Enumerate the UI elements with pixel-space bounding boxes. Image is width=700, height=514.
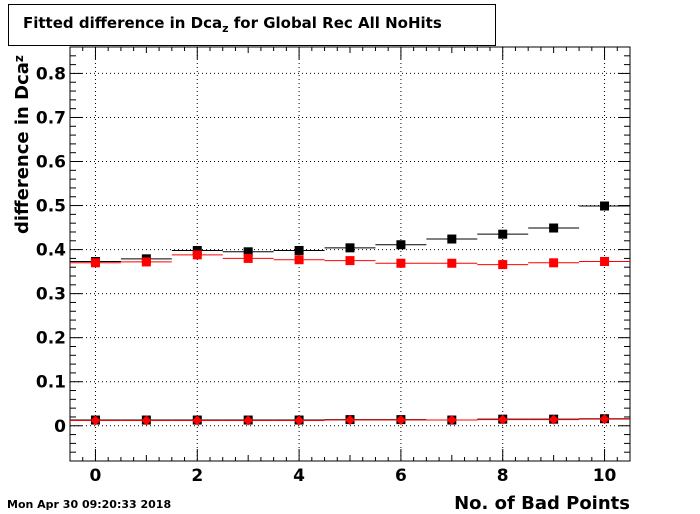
- axis-ticks: [69, 46, 631, 462]
- data-point: [396, 258, 406, 268]
- grid-lines: [70, 47, 630, 461]
- timestamp: Mon Apr 30 09:20:33 2018: [7, 498, 172, 511]
- data-point: [90, 258, 100, 268]
- x-tick-label: 4: [293, 466, 305, 486]
- data-point: [548, 414, 559, 425]
- y-tick-label: 0.4: [36, 241, 66, 261]
- y-tick-label: 0.5: [36, 197, 66, 217]
- x-tick-label: 2: [191, 466, 203, 486]
- plot-frame: [69, 46, 631, 462]
- y-axis-label-subscript: z: [12, 55, 26, 62]
- data-point: [600, 201, 610, 211]
- data-point: [141, 415, 152, 426]
- series-1: [70, 250, 630, 270]
- chart-title-subscript: z: [222, 22, 229, 35]
- x-tick-label: 8: [497, 466, 509, 486]
- y-tick-label: 0.8: [36, 64, 66, 84]
- y-tick-label: 0.3: [36, 285, 66, 305]
- data-series: [70, 201, 630, 426]
- data-point: [549, 258, 559, 268]
- data-point: [192, 250, 202, 260]
- y-tick-label: 0.1: [36, 373, 66, 393]
- data-point: [447, 258, 457, 268]
- y-tick-label: 0.7: [36, 108, 66, 128]
- data-point: [243, 247, 253, 257]
- x-tick-label: 6: [395, 466, 407, 486]
- data-point: [345, 243, 355, 253]
- chart-title: Fitted difference in Dcaz for Global Rec…: [23, 14, 442, 35]
- y-tick-label: 0.2: [36, 329, 66, 349]
- data-point: [294, 255, 304, 265]
- y-tick-label: 0: [54, 417, 66, 437]
- data-point: [395, 415, 406, 426]
- chart-title-box: Fitted difference in Dcaz for Global Rec…: [8, 4, 496, 46]
- data-point: [447, 234, 457, 244]
- data-point: [599, 414, 610, 425]
- data-point: [294, 245, 304, 255]
- data-point: [498, 260, 508, 270]
- series-3: [70, 414, 630, 426]
- x-tick-label: 0: [90, 466, 102, 486]
- chart-title-prefix: Fitted difference in Dca: [23, 14, 223, 32]
- x-tick-label: 10: [593, 466, 617, 486]
- y-axis-label: difference in Dcaz: [12, 55, 33, 234]
- data-point: [600, 256, 610, 266]
- data-point: [243, 415, 254, 426]
- data-point: [396, 240, 406, 250]
- data-point: [345, 256, 355, 266]
- axis-tick-labels: 0 2 4 6 8 10 0 0.1 0.2 0.3 0.4 0.5 0.6 0.7 0.8: [36, 64, 617, 486]
- data-point: [243, 253, 253, 263]
- data-point: [446, 415, 457, 426]
- y-axis-label-text: difference in Dca: [12, 62, 33, 234]
- data-point: [294, 415, 305, 426]
- data-point: [90, 415, 101, 426]
- data-point: [498, 229, 508, 239]
- data-point: [192, 415, 203, 426]
- data-point: [549, 223, 559, 233]
- data-point: [497, 414, 508, 425]
- x-axis-label: No. of Bad Points: [454, 493, 630, 514]
- chart-title-suffix: for Global Rec All NoHits: [228, 14, 442, 32]
- y-tick-label: 0.6: [36, 153, 66, 173]
- data-point: [141, 257, 151, 267]
- data-point: [345, 415, 355, 426]
